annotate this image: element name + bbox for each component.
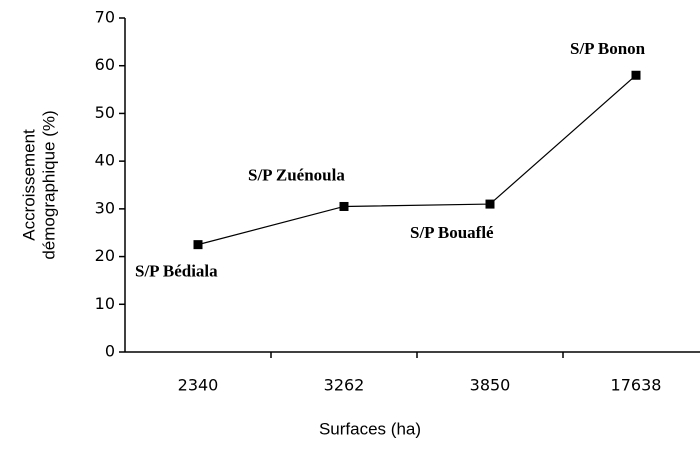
y-axis-title: démographique (%) [39,110,58,259]
y-tick-label: 0 [105,342,115,361]
y-tick-label: 50 [95,103,115,122]
point-label: S/P Zuénoula [248,165,345,184]
point-marker [193,240,203,250]
x-tick-label: 3262 [324,376,365,395]
x-tick-label: 17638 [611,376,662,395]
y-tick-label: 70 [95,8,115,27]
point-label: S/P Bonon [570,39,646,58]
x-tick-label: 3850 [470,376,511,395]
y-tick-label: 60 [95,55,115,74]
point-marker [485,199,495,209]
y-tick-label: 10 [95,294,115,313]
y-axis-title: Accroissement [19,129,38,241]
y-tick-label: 30 [95,198,115,217]
line [197,74,637,246]
point-label: S/P Bouaflé [410,223,494,242]
y-tick-label: 20 [95,246,115,265]
x-tick-label: 2340 [178,376,219,395]
point-label: S/P Bédiala [135,262,218,281]
point-marker [339,201,349,211]
x-axis-title: Surfaces (ha) [319,419,421,438]
point-marker [631,70,641,80]
y-tick-label: 40 [95,151,115,170]
